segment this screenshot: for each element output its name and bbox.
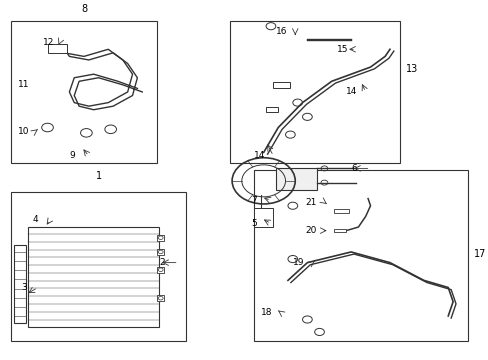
Text: 2: 2 xyxy=(159,258,164,267)
Text: 12: 12 xyxy=(42,38,54,47)
Bar xyxy=(333,208,348,213)
Text: 15: 15 xyxy=(336,45,347,54)
Text: 13: 13 xyxy=(405,64,417,74)
Bar xyxy=(157,235,164,240)
Bar xyxy=(253,207,273,227)
Text: 14: 14 xyxy=(346,87,357,96)
Text: 7: 7 xyxy=(251,196,257,205)
Bar xyxy=(157,295,164,301)
Text: 6: 6 xyxy=(350,164,356,173)
Text: 16: 16 xyxy=(275,27,287,36)
Text: 8: 8 xyxy=(81,4,87,14)
Text: 1: 1 xyxy=(95,171,102,181)
Text: 18: 18 xyxy=(261,308,272,317)
Text: 20: 20 xyxy=(305,226,316,235)
Text: 17: 17 xyxy=(473,249,485,259)
Bar xyxy=(157,249,164,255)
Text: 4: 4 xyxy=(33,215,39,224)
Bar xyxy=(11,21,157,163)
Bar xyxy=(28,227,159,327)
Text: 19: 19 xyxy=(292,258,304,267)
Bar xyxy=(47,44,67,53)
Text: 5: 5 xyxy=(251,219,257,228)
Text: 3: 3 xyxy=(21,283,26,292)
Bar xyxy=(273,82,290,89)
Text: 14: 14 xyxy=(253,152,265,161)
Text: 21: 21 xyxy=(305,198,316,207)
Bar xyxy=(275,168,316,190)
Bar xyxy=(14,245,26,323)
Bar xyxy=(333,229,346,233)
Text: 11: 11 xyxy=(19,80,30,89)
Bar xyxy=(229,21,399,163)
Bar xyxy=(11,192,185,341)
Text: 10: 10 xyxy=(19,127,30,136)
Bar xyxy=(253,170,467,341)
Bar xyxy=(157,267,164,273)
Bar xyxy=(265,107,278,112)
Text: 9: 9 xyxy=(69,152,75,161)
